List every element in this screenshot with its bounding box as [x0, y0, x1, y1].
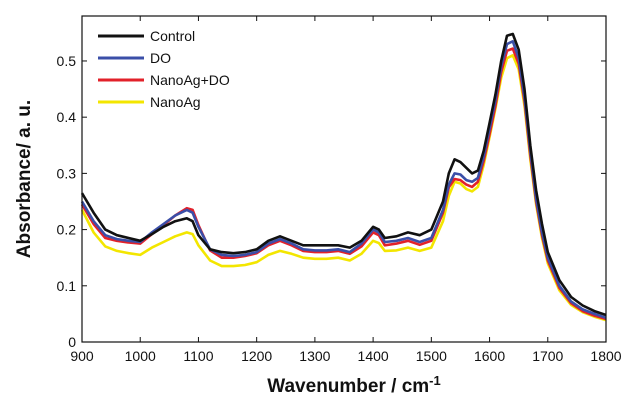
x-tick-label: 1800	[590, 348, 621, 364]
y-tick-label: 0	[68, 334, 76, 350]
x-tick-label: 1200	[241, 348, 272, 364]
y-axis: 0 0.1 0.2 0.3 0.4 0.5	[57, 53, 606, 350]
legend-label: NanoAg+DO	[150, 72, 230, 88]
legend-label: NanoAg	[150, 94, 201, 110]
legend: Control DO NanoAg+DO NanoAg	[98, 28, 230, 110]
y-axis-title: Absorbance/ a. u.	[14, 100, 35, 258]
x-axis-title-text: Wavenumber / cm	[267, 376, 429, 397]
x-axis: 900 1000 1100 1200 1300 1400 1500 1600 1700 1800	[70, 16, 622, 364]
x-tick-label: 1300	[299, 348, 330, 364]
y-tick-label: 0.1	[57, 278, 77, 294]
y-tick-label: 0.3	[57, 165, 77, 181]
plot-frame	[81, 15, 607, 343]
x-tick-label: 1400	[358, 348, 389, 364]
y-tick-label: 0.5	[57, 53, 77, 69]
x-axis-title-superscript: -1	[429, 373, 441, 388]
x-tick-label: 1100	[183, 348, 213, 364]
y-tick-label: 0.4	[57, 109, 77, 125]
legend-label: DO	[150, 50, 171, 66]
plot-lines	[80, 32, 607, 322]
x-tick-label: 1600	[474, 348, 505, 364]
x-tick-label: 1000	[125, 348, 156, 364]
x-tick-label: 1500	[416, 348, 447, 364]
series-line-nanoag-do	[80, 47, 607, 321]
x-tick-label: 900	[70, 348, 94, 364]
x-axis-title: Wavenumber / cm-1	[267, 373, 440, 397]
legend-label: Control	[150, 28, 195, 44]
series-line-control	[80, 32, 607, 317]
x-tick-label: 1700	[532, 348, 563, 364]
y-tick-label: 0.2	[57, 222, 77, 238]
